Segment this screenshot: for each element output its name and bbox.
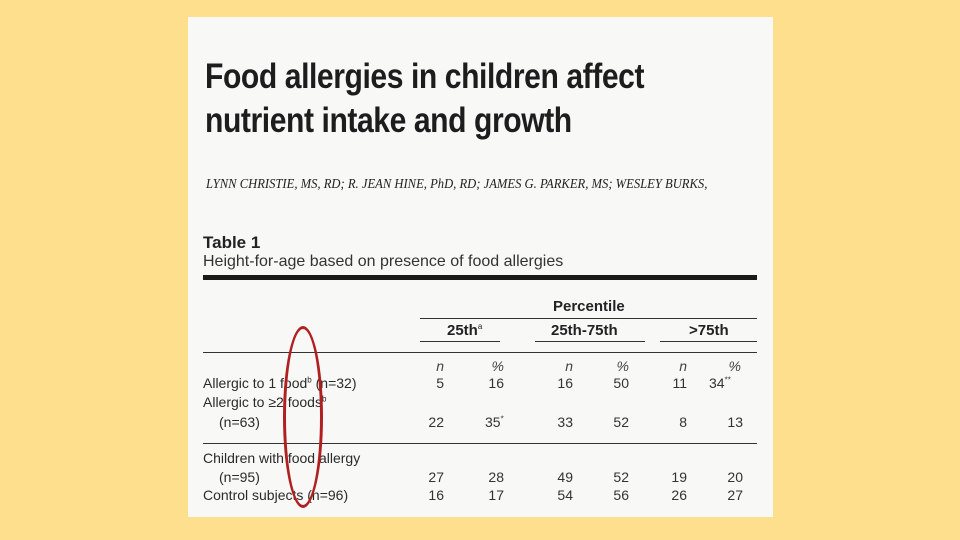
subheader-n: n <box>436 358 444 374</box>
column-header-25th-75th: 25th-75th <box>551 322 618 339</box>
article-authors: LYNN CHRISTIE, MS, RD; R. JEAN HINE, PhD… <box>206 177 708 192</box>
table-cell: 49 <box>557 469 573 485</box>
table-cell: 19 <box>671 469 687 485</box>
table-cell: 13 <box>727 414 743 430</box>
table-label: Table 1 <box>203 233 261 252</box>
column-rule-25th <box>420 341 500 342</box>
column-header-above-75th: >75th <box>689 322 729 339</box>
column-rule-25th-75th <box>535 341 645 342</box>
row-group-rule <box>203 443 757 444</box>
row-label-count: (n=63) <box>219 414 260 430</box>
subheader-percent: % <box>728 358 741 374</box>
column-rule-above-75th <box>660 341 757 342</box>
table-top-rule <box>203 275 757 280</box>
table-cell: 28 <box>488 469 504 485</box>
table-caption: Height-for-age based on presence of food… <box>203 253 564 270</box>
article-page-scan: Food allergies in children affect nutrie… <box>188 17 773 517</box>
table-cell: 5 <box>436 375 444 391</box>
table-cell: 52 <box>613 469 629 485</box>
column-header-25th: 25tha <box>447 322 483 339</box>
table-cell: 8 <box>679 414 687 430</box>
subheader-percent: % <box>616 358 629 374</box>
table-cell: 52 <box>613 414 629 430</box>
table-cell: 16 <box>557 375 573 391</box>
table-cell: 35* <box>485 414 504 430</box>
subheader-n: n <box>565 358 573 374</box>
table-cell: 16 <box>488 375 504 391</box>
percentile-group-header: Percentile <box>553 298 625 315</box>
table-cell: 17 <box>488 487 504 503</box>
table-cell: 11 <box>672 375 687 391</box>
row-label: Allergic to 1 foodb (n=32) <box>203 375 357 391</box>
table-cell: 34** <box>709 375 731 391</box>
subheader-percent: % <box>491 358 504 374</box>
table-cell: 54 <box>557 487 573 503</box>
row-label-count: (n=95) <box>219 469 260 485</box>
table-cell: 16 <box>428 487 444 503</box>
table-cell: 33 <box>557 414 573 430</box>
table-cell: 56 <box>613 487 629 503</box>
table-cell: 27 <box>727 487 743 503</box>
row-label: Control subjects (n=96) <box>203 487 349 503</box>
table-cell: 22 <box>428 414 444 430</box>
table-cell: 27 <box>428 469 444 485</box>
article-title: Food allergies in children affect nutrie… <box>205 57 645 140</box>
header-bottom-rule <box>203 352 757 353</box>
row-label: Children with food allergy <box>203 450 361 466</box>
highlight-ellipse <box>283 326 323 508</box>
subheader-n: n <box>679 358 687 374</box>
table-cell: 26 <box>671 487 687 503</box>
percentile-rule <box>420 318 757 319</box>
table-cell: 50 <box>613 375 629 391</box>
table-cell: 20 <box>727 469 743 485</box>
